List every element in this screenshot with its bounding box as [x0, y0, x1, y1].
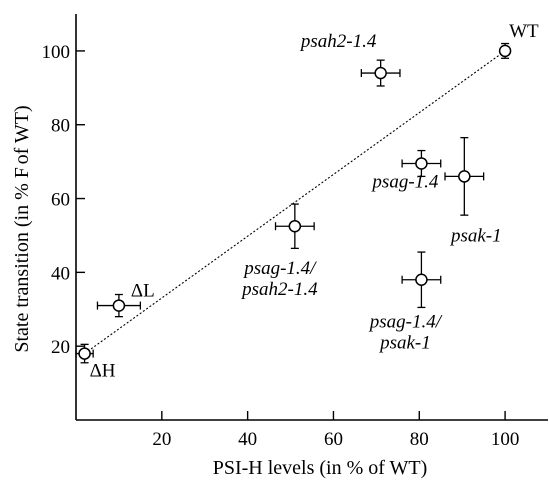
- point-marker: [374, 66, 387, 80]
- fit-line: [84, 50, 506, 355]
- y-tick-label-100: 100: [42, 42, 71, 63]
- axes: 20 40 60 80 100 20 40 60 80 100: [42, 14, 548, 450]
- point-label-1: psah2-1.4: [299, 31, 377, 52]
- point-label-6: ΔL: [131, 281, 155, 302]
- point-marker: [415, 157, 428, 170]
- point-label-7: ΔH: [90, 361, 116, 382]
- point-label-0: WT: [509, 21, 539, 42]
- point-labels: WTpsah2-1.4psag-1.4psak-1psag-1.4/psah2-…: [90, 21, 539, 382]
- x-tick-label-80: 80: [410, 429, 429, 450]
- y-axis-label-suffix: of WT): [11, 105, 33, 164]
- point-label-line: ΔH: [90, 361, 116, 382]
- y-axis-label-main: State transition (in % F: [11, 167, 33, 353]
- point-7: [75, 343, 94, 364]
- y-tick-label-20: 20: [51, 337, 70, 358]
- point-marker: [498, 44, 512, 58]
- point-label-line: ΔL: [131, 281, 155, 302]
- point-label-line: psag-1.4/: [242, 258, 317, 279]
- data-points: [75, 42, 512, 364]
- point-marker: [458, 170, 471, 183]
- point-label-2: psag-1.4: [370, 171, 438, 192]
- y-tick-label-40: 40: [51, 263, 70, 284]
- x-axis-label: PSI-H levels (in % of WT): [213, 457, 428, 479]
- y-tick-label-80: 80: [51, 116, 70, 137]
- point-marker: [78, 347, 91, 360]
- point-marker: [288, 219, 302, 233]
- point-label-3: psak-1: [449, 225, 502, 246]
- point-6: [96, 293, 142, 318]
- point-label-line: psak-1: [378, 333, 431, 354]
- x-tick-label-60: 60: [324, 429, 343, 450]
- point-label-line: psah2-1.4: [240, 279, 318, 300]
- point-label-line: psag-1.4/: [368, 312, 443, 333]
- y-axis-label: State transition (in % F of WT): [11, 105, 35, 352]
- point-3: [444, 136, 485, 216]
- point-5: [401, 251, 442, 309]
- point-marker: [112, 299, 126, 312]
- point-label-line: psah2-1.4: [299, 31, 377, 52]
- point-marker: [415, 273, 428, 286]
- point-1: [360, 59, 401, 87]
- point-4: [274, 203, 315, 250]
- point-label-line: psak-1: [449, 225, 502, 246]
- point-label-line: psag-1.4: [370, 171, 438, 192]
- point-0: [498, 42, 512, 59]
- y-tick-label-60: 60: [51, 190, 70, 211]
- point-label-4: psag-1.4/psah2-1.4: [240, 258, 318, 300]
- point-label-5: psag-1.4/psak-1: [368, 312, 443, 354]
- fit-line-group: [84, 50, 506, 355]
- point-label-line: WT: [509, 21, 539, 42]
- x-tick-label-20: 20: [152, 429, 171, 450]
- x-tick-label-100: 100: [491, 429, 520, 450]
- point-2: [401, 149, 442, 178]
- x-tick-label-40: 40: [238, 429, 257, 450]
